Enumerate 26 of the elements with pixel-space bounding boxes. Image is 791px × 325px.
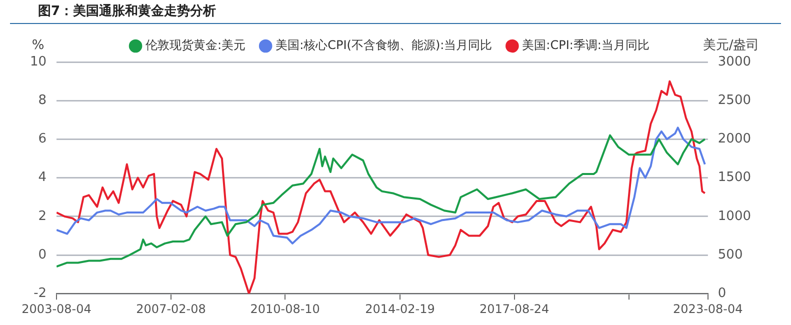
legend-label: 美国:CPI:季调:当月同比 bbox=[522, 38, 650, 52]
y2-tick-label: 1500 bbox=[718, 170, 752, 186]
x-tick-label: 2017-08-24 bbox=[479, 302, 550, 316]
y-tick-label: 2 bbox=[38, 208, 47, 224]
y-tick-label: 4 bbox=[38, 170, 47, 186]
y-tick-label: 10 bbox=[30, 54, 47, 70]
x-tick-label: 2007-02-08 bbox=[136, 302, 206, 316]
x-tick-label: 2010-08-10 bbox=[250, 302, 320, 316]
y-tick-label: -2 bbox=[34, 286, 47, 301]
y2-axis-title: 美元/盎司 bbox=[702, 36, 760, 53]
x-tick-label: 2014-02-19 bbox=[365, 302, 435, 316]
x-tick-label: 2023-08-04 bbox=[673, 302, 743, 316]
legend-label: 伦敦现货黄金:美元 bbox=[146, 38, 246, 52]
y-tick-label: 0 bbox=[38, 247, 47, 262]
y-axis-title: % bbox=[32, 38, 44, 53]
y-tick-label: 6 bbox=[38, 132, 47, 147]
y2-tick-label: 0 bbox=[718, 286, 726, 301]
y2-tick-label: 3000 bbox=[718, 54, 752, 70]
legend-label: 美国:核心CPI(不含食物、能源):当月同比 bbox=[276, 38, 492, 52]
y2-tick-label: 2500 bbox=[718, 92, 752, 108]
x-tick-label: 2003-08-04 bbox=[22, 302, 92, 316]
y2-tick-label: 1000 bbox=[718, 208, 752, 224]
y2-tick-label: 500 bbox=[718, 247, 743, 262]
chart-title: 图7：美国通胀和黄金走势分析 bbox=[10, 0, 781, 24]
y2-tick-label: 2000 bbox=[718, 132, 752, 147]
y-tick-label: 8 bbox=[38, 92, 47, 108]
